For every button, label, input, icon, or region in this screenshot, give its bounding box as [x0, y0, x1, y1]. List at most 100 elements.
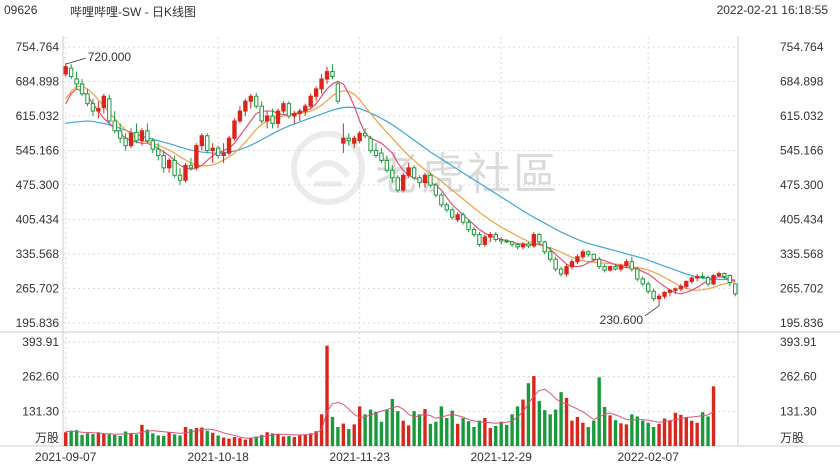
volume-bar — [434, 421, 438, 446]
candle-body — [107, 98, 112, 122]
volume-bar — [129, 433, 133, 446]
candle-body — [232, 120, 237, 139]
volume-bar — [510, 414, 514, 446]
candle-body — [558, 268, 564, 275]
volume-bar — [592, 420, 596, 446]
candle-body — [292, 113, 297, 117]
candle-body — [694, 276, 700, 279]
volume-bar — [156, 435, 160, 446]
volume-bar — [390, 399, 395, 446]
candle-body — [96, 108, 101, 112]
candle-body — [618, 265, 624, 270]
volume-bar — [466, 421, 471, 446]
price-tick-label-right: 475.300 — [780, 178, 824, 192]
volume-bar — [504, 424, 509, 446]
volume-bar — [64, 432, 68, 446]
candle-body — [308, 95, 313, 107]
volume-bar — [657, 423, 661, 446]
candle-body — [346, 137, 351, 142]
volume-bar — [700, 412, 705, 446]
volume-bar — [630, 414, 634, 446]
candle-body — [548, 251, 553, 260]
candle-body — [123, 137, 128, 147]
volume-bar — [662, 418, 667, 446]
candle-body — [384, 159, 390, 171]
candle-body — [684, 280, 689, 287]
candle-body — [509, 241, 515, 245]
candle-body — [215, 147, 221, 157]
volume-bar — [74, 430, 79, 446]
candle-body — [542, 241, 547, 253]
volume-bar — [325, 345, 329, 446]
candle-body — [673, 288, 678, 291]
volume-bar — [570, 420, 574, 446]
volume-tick-label-right: 262.60 — [780, 370, 817, 384]
price-tick-label-right: 405.434 — [780, 213, 824, 227]
price-tick-label-right: 545.166 — [780, 144, 824, 158]
price-tick-label-right: 684.898 — [780, 75, 824, 89]
candle-body — [210, 147, 215, 152]
candle-body — [662, 291, 667, 297]
candle-body — [330, 71, 335, 78]
candle-body — [591, 253, 596, 260]
volume-bar — [183, 426, 188, 446]
volume-bar — [619, 423, 623, 446]
candle-body — [194, 145, 199, 169]
candle-body — [101, 95, 107, 109]
volume-bar — [608, 415, 612, 446]
volume-bar — [668, 420, 672, 446]
candle-body — [515, 243, 520, 248]
volume-bar — [368, 409, 373, 446]
volume-bar — [91, 434, 95, 446]
candle-body — [166, 159, 172, 169]
candle-body — [362, 132, 368, 137]
candle-body — [580, 251, 586, 258]
volume-bar — [232, 437, 237, 446]
volume-bar — [651, 426, 656, 446]
candle-body — [286, 103, 292, 117]
candle-body — [259, 105, 264, 122]
candle-body — [716, 273, 722, 277]
candle-body — [477, 234, 482, 245]
candle-body — [575, 256, 580, 263]
high-annotation-line — [65, 57, 86, 65]
candle-body — [373, 150, 379, 157]
volume-bar — [200, 427, 204, 446]
candle-body — [711, 275, 716, 285]
candle-body — [226, 137, 232, 154]
candle-body — [417, 177, 422, 184]
volume-bar — [477, 420, 482, 446]
candle-body — [297, 110, 302, 115]
volume-bar — [292, 437, 297, 446]
candle-body — [379, 152, 384, 161]
volume-bar — [423, 409, 427, 446]
price-tick-label-right: 754.764 — [780, 40, 824, 54]
volume-bar — [178, 435, 182, 446]
volume-bar — [472, 426, 476, 446]
volume-bar — [276, 433, 280, 446]
candle-body — [733, 283, 738, 295]
volume-bar — [461, 418, 465, 446]
volume-bar — [543, 410, 547, 446]
candle-body — [341, 137, 346, 144]
volume-bar — [526, 383, 531, 446]
volume-bar — [172, 434, 177, 446]
candle-body — [607, 266, 613, 271]
volume-bar — [641, 420, 645, 446]
candle-body — [281, 103, 286, 112]
price-tick-label-left: 684.898 — [16, 75, 60, 89]
volume-bar — [254, 436, 258, 446]
volume-bar — [123, 431, 128, 446]
candle-body — [727, 275, 733, 283]
volume-bar — [336, 426, 340, 446]
candle-body — [450, 209, 455, 218]
volume-bar — [635, 416, 639, 446]
price-tick-label-left: 475.300 — [16, 178, 60, 192]
volume-bar — [341, 423, 346, 446]
volume-tick-label-right: 131.30 — [780, 404, 817, 418]
candle-body — [422, 174, 428, 184]
volume-bar — [211, 432, 215, 446]
candle-body — [161, 155, 166, 169]
candle-body — [177, 174, 183, 181]
volume-bar — [532, 376, 536, 446]
